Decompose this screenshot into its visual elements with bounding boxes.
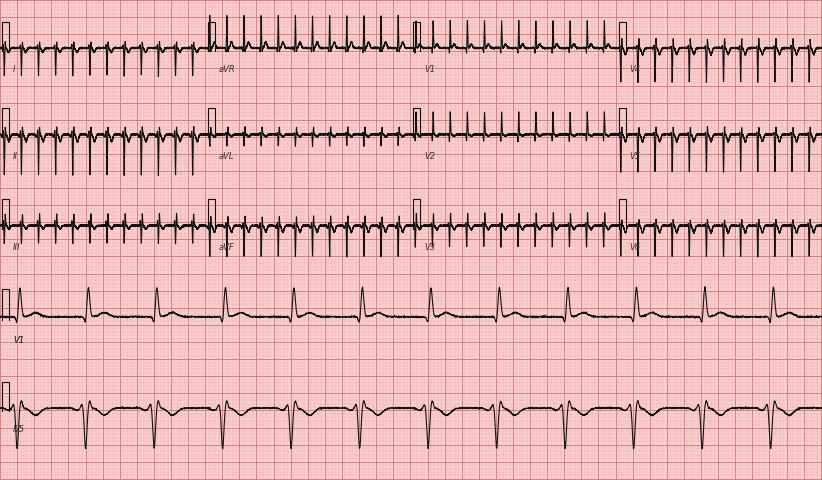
Text: V1: V1 [424,65,435,74]
Text: aVR: aVR [219,65,235,74]
Text: V5: V5 [630,152,640,161]
Text: aVL: aVL [219,152,234,161]
Text: V1: V1 [13,336,24,345]
Text: aVF: aVF [219,243,234,252]
Text: V4: V4 [630,65,640,74]
Text: V6: V6 [630,243,640,252]
Text: I: I [13,65,16,74]
Text: II: II [13,152,18,161]
Text: V3: V3 [424,243,435,252]
Text: III: III [13,243,21,252]
Text: II: II [13,425,18,434]
Text: V1: V1 [13,336,24,345]
Text: V2: V2 [424,152,435,161]
Text: V5: V5 [13,425,24,434]
